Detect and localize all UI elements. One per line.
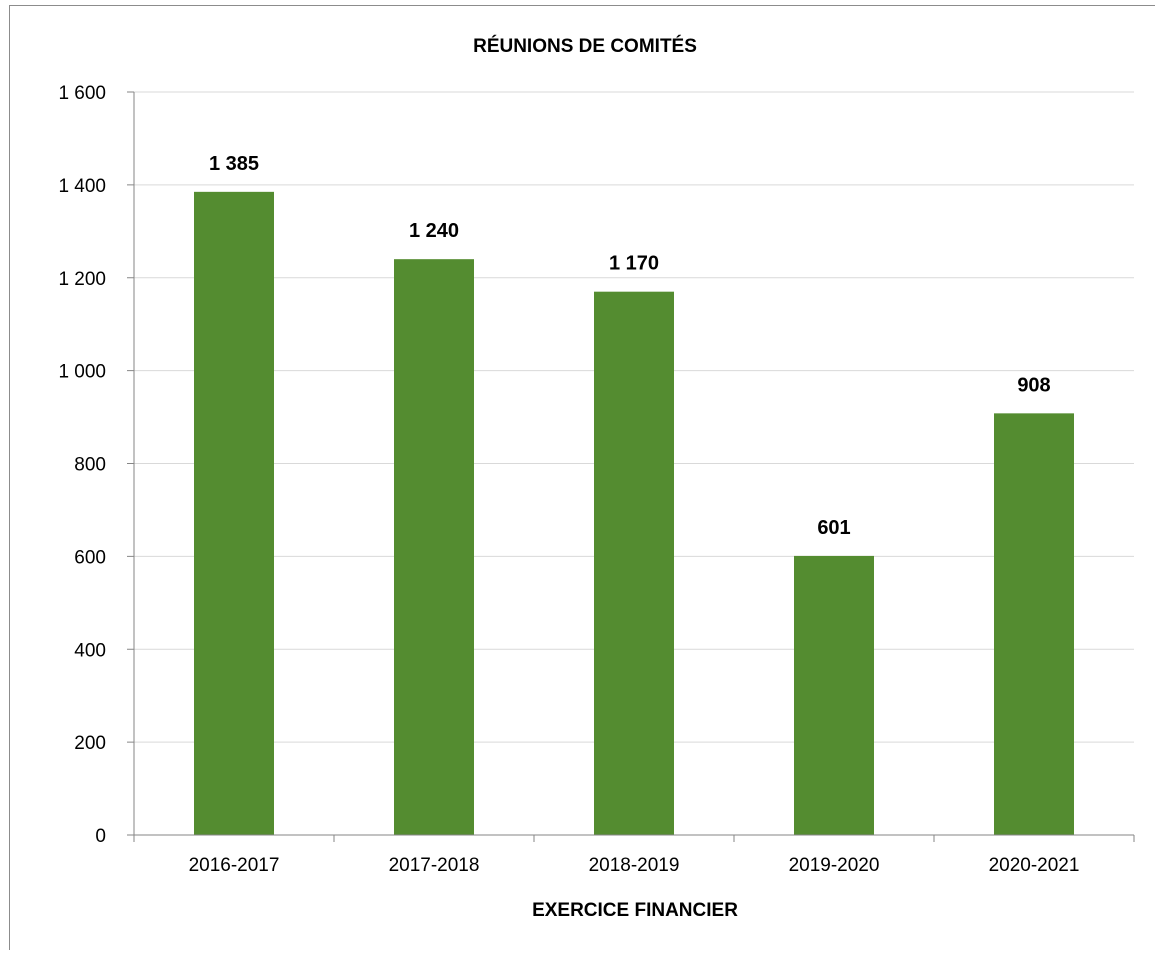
data-label: 908 (1017, 374, 1050, 396)
y-tick-label: 600 (74, 547, 106, 568)
bar (794, 555, 874, 835)
x-tick-label: 2018-2019 (589, 855, 680, 876)
y-tick-label: 200 (74, 733, 106, 754)
y-tick-label: 1 600 (58, 83, 106, 104)
bar (994, 413, 1074, 835)
y-tick-label: 1 400 (58, 176, 106, 197)
x-tick-label: 2016-2017 (189, 855, 280, 876)
x-tick-label: 2017-2018 (389, 855, 480, 876)
data-label: 1 170 (609, 253, 659, 275)
data-label: 1 240 (409, 220, 459, 242)
chart-title: RÉUNIONS DE COMITÉS (473, 35, 697, 57)
x-tick-label: 2019-2020 (789, 855, 880, 876)
y-tick-label: 1 200 (58, 269, 106, 290)
y-tick-label: 800 (74, 455, 106, 476)
data-labels: 1 385 1 240 1 170 601 908 (209, 153, 1051, 539)
bar (594, 291, 674, 835)
x-axis-ticks: 2016-2017 2017-2018 2018-2019 2019-2020 2020… (133, 834, 1135, 876)
y-tick-label: 0 (95, 826, 106, 847)
data-label: 1 385 (209, 153, 259, 175)
bar (394, 259, 474, 835)
chart-frame (9, 5, 1155, 950)
y-axis-ticks: 0 200 400 600 800 1 000 1 200 1 400 1 600 (58, 83, 135, 847)
y-tick-label: 1 000 (58, 362, 106, 383)
x-axis-title: EXERCICE FINANCIER (532, 900, 738, 921)
bars (194, 191, 1074, 835)
x-tick-label: 2020-2021 (989, 855, 1080, 876)
data-label: 601 (817, 517, 850, 539)
bar (194, 191, 274, 835)
y-tick-label: 400 (74, 640, 106, 661)
